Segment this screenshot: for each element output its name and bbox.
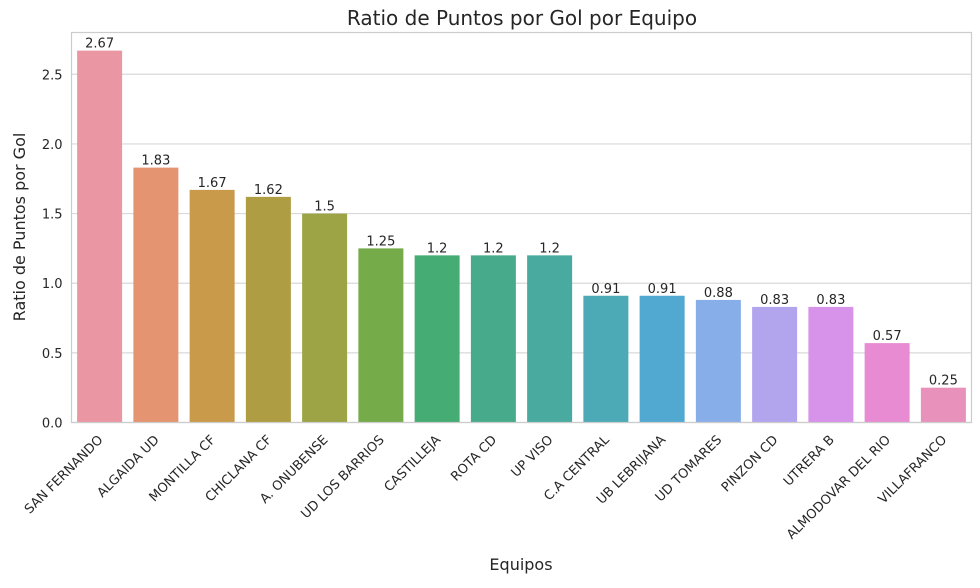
x-tick-label: ROTA CD [448,433,500,485]
bar [77,50,123,423]
bar [133,167,179,423]
y-tick-label: 0.0 [42,417,63,432]
data-label: 1.2 [427,241,448,256]
data-label: 0.83 [816,293,845,308]
data-label: 0.25 [929,374,958,389]
data-label: 0.57 [873,329,902,344]
y-tick-label: 1.5 [42,208,63,223]
data-label: 0.91 [591,282,620,297]
data-label: 1.2 [483,241,504,256]
x-tick-label: CASTILLEJA [382,433,444,495]
data-label: 1.62 [254,183,283,198]
x-tick-label: SAN FERNANDO [22,433,107,518]
data-label: 1.2 [539,241,560,256]
bar [245,196,291,423]
chart-title: Ratio de Puntos por Gol por Equipo [347,6,697,30]
y-tick-label: 2.0 [42,138,63,153]
bar [470,255,516,423]
data-label: 0.88 [704,286,733,301]
data-label: 1.25 [366,234,395,249]
bar [358,248,404,423]
bar [302,213,348,423]
bar [527,255,573,423]
x-tick-label: ALMODOVAR DEL RIO [784,433,894,543]
y-tick-label: 1.0 [42,277,63,292]
bar [189,189,235,423]
x-tick-label: UTRERA B [781,433,838,490]
x-tick-label: UP VISO [509,433,557,481]
bar [639,295,685,423]
bar [808,306,854,423]
data-label: 2.67 [85,37,114,52]
data-label: 0.83 [760,293,789,308]
plot-frame [70,31,973,424]
data-label: 1.67 [198,176,227,191]
y-axis-label: Ratio de Puntos por Gol [10,133,29,322]
bar [583,295,629,423]
x-tick-label: PINZON CD [719,433,782,496]
bar [695,299,741,423]
data-label: 1.5 [314,200,335,215]
bar [920,387,966,423]
data-labels: 2.67 1.83 1.67 1.62 1.5 1.25 1.2 1.2 1.2 0.91 0.91… [85,37,958,389]
y-tick-label: 2.5 [42,68,63,83]
x-axis-label: Equipos [489,555,552,574]
data-label: 0.91 [648,282,677,297]
y-tick-label: 0.5 [42,347,63,362]
y-tick-labels: 0.0 0.5 1.0 1.5 2.0 2.5 [42,68,63,431]
bar [752,306,798,423]
bars [77,50,966,423]
data-label: 1.83 [141,154,170,169]
bar [864,343,910,423]
bar [414,255,460,423]
